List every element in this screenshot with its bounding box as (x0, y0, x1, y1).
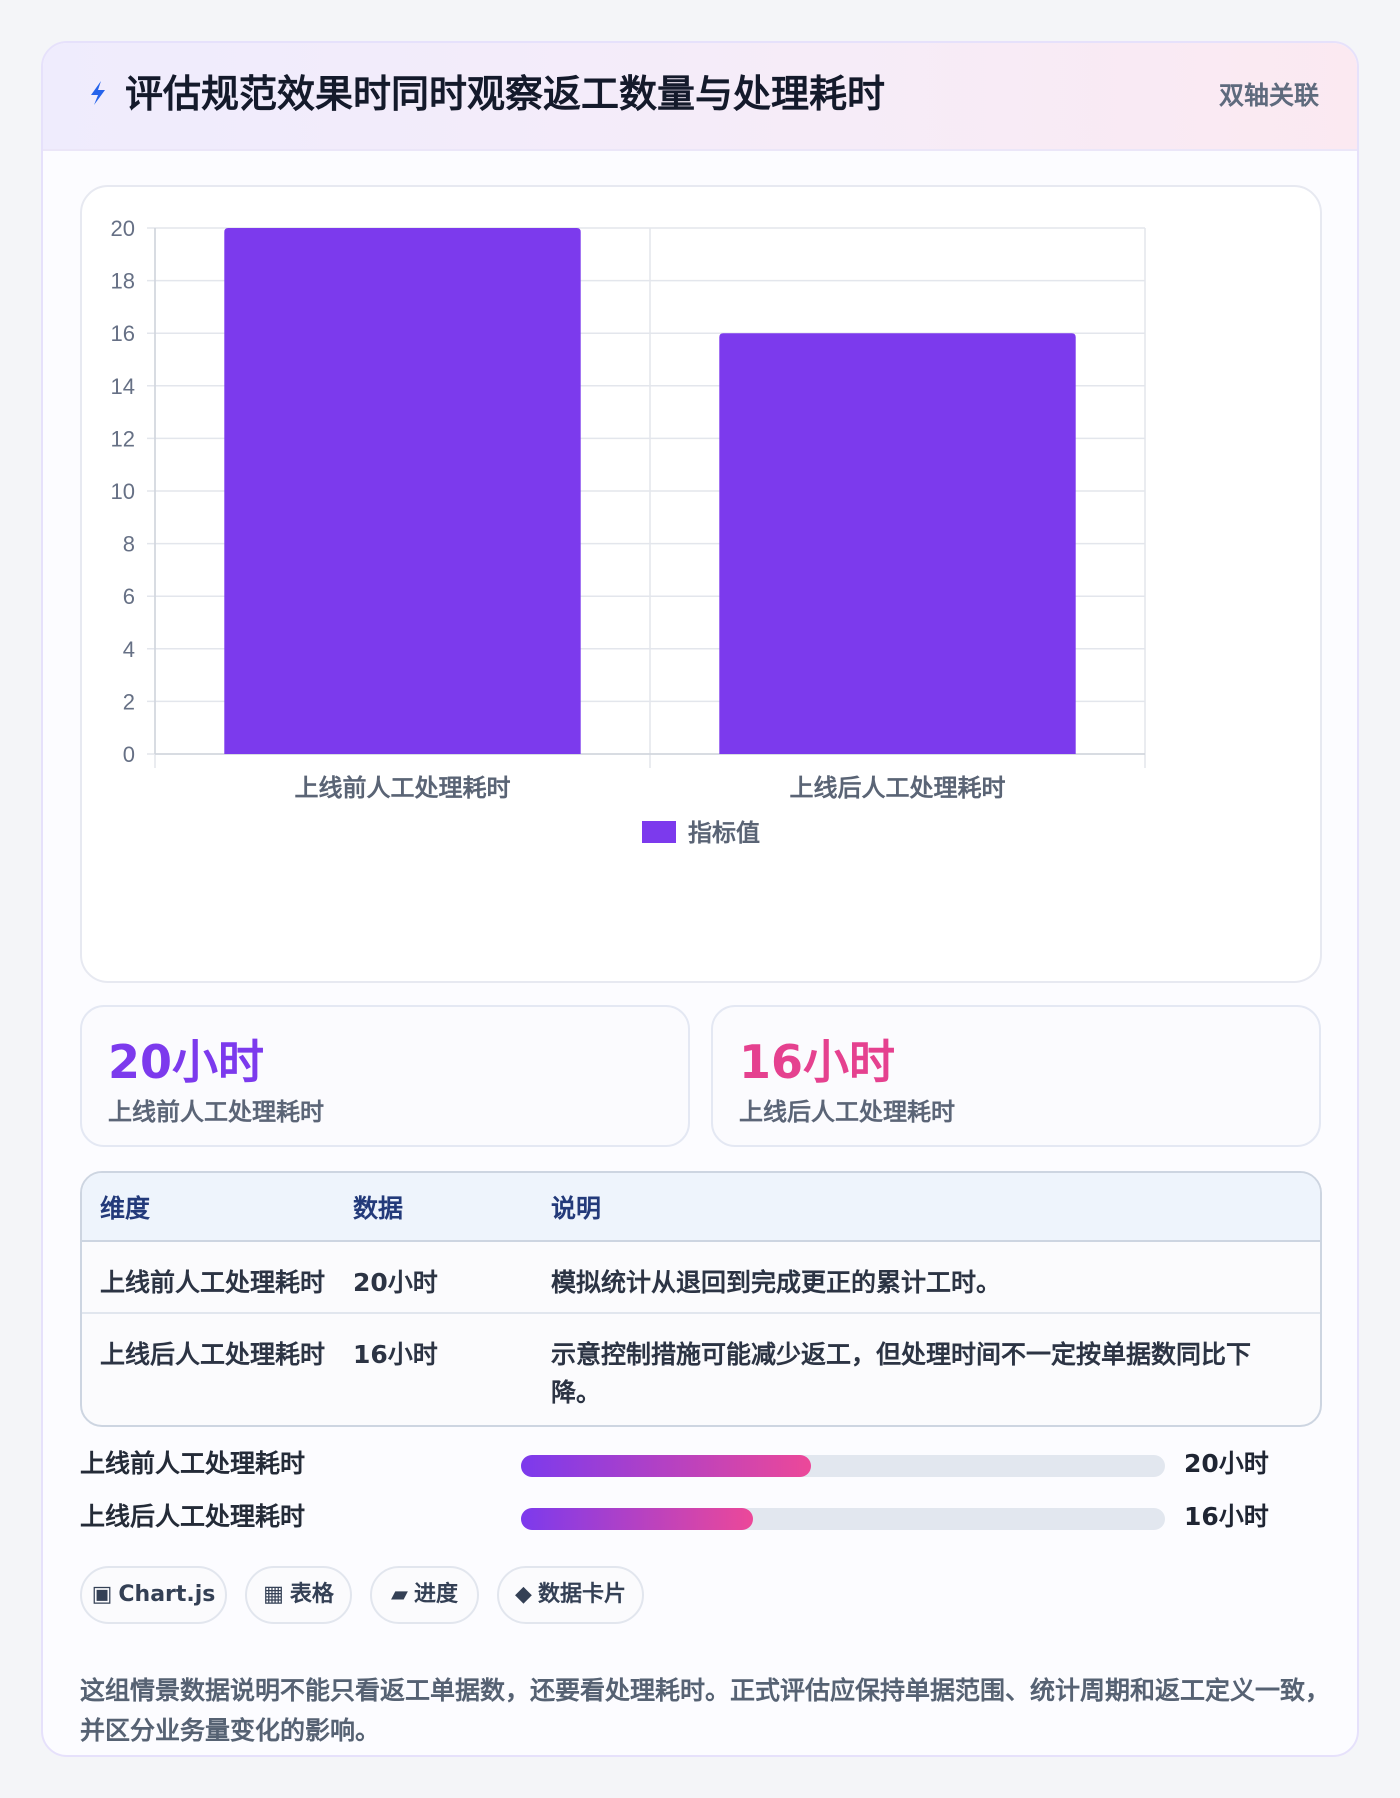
chip-label: 数据卡片 (537, 1582, 626, 1607)
legend-swatch (642, 821, 676, 843)
column-header: 数据 (353, 1173, 551, 1242)
main-card: 评估规范效果时同时观察返工数量与处理耗时 双轴关联 0 2 4 6 8 10 12 14 16 1… (41, 41, 1359, 1757)
table-row: 上线前人工处理耗时 20小时 模拟统计从退回到完成更正的累计工时。 (82, 1241, 1320, 1313)
progress-label: 上线前人工处理耗时 (80, 1449, 306, 1478)
chip-data-card[interactable]: ◆ 数据卡片 (497, 1566, 644, 1624)
progress-value: 20小时 (1184, 1449, 1269, 1478)
y-tick-label: 4 (123, 637, 135, 662)
table-cell: 模拟统计从退回到完成更正的累计工时。 (551, 1268, 1002, 1297)
y-tick-label: 12 (111, 426, 135, 451)
summary-note: 这组情景数据说明不能只看返工单据数，还要看处理耗时。正式评估应保持单据范围、统计… (80, 1676, 1331, 1745)
bar (224, 228, 581, 754)
stat-label: 上线前人工处理耗时 (108, 1098, 324, 1126)
progress-fill (521, 1455, 811, 1477)
stat-value: 16小时 (739, 1035, 896, 1089)
column-header: 维度 (82, 1173, 353, 1242)
progress-row-before: 上线前人工处理耗时 20小时 (80, 1445, 1322, 1485)
table-cell: 16小时 (353, 1340, 438, 1369)
page-title: 评估规范效果时同时观察返工数量与处理耗时 (125, 72, 886, 116)
lightning-icon (91, 81, 105, 105)
table-cell: 上线后人工处理耗时 (100, 1340, 326, 1369)
progress-row-after: 上线后人工处理耗时 16小时 (80, 1498, 1322, 1538)
progress-value: 16小时 (1184, 1502, 1269, 1531)
bar (719, 333, 1076, 754)
bar-chart: 0 2 4 6 8 10 12 14 16 18 20 上线前人工处理耗时 上线后人工处理耗时指标值 (80, 185, 1322, 983)
table-header-row: 维度 数据 说明 (82, 1173, 1320, 1242)
chip-chartjs[interactable]: ▣ Chart.js (80, 1566, 227, 1624)
stat-card-before: 20小时 上线前人工处理耗时 (80, 1005, 690, 1147)
x-tick-label: 上线前人工处理耗时 (295, 774, 511, 802)
data-table: 维度 数据 说明 上线前人工处理耗时 20小时 模拟统计从退回到完成更正的累计工… (80, 1171, 1322, 1427)
y-tick-label: 20 (111, 216, 135, 241)
chip-table[interactable]: ▦ 表格 (245, 1566, 352, 1624)
card-header: 评估规范效果时同时观察返工数量与处理耗时 双轴关联 (43, 43, 1357, 151)
y-tick-label: 10 (111, 479, 135, 504)
progress-track (521, 1455, 1165, 1477)
y-tick-label: 6 (123, 584, 135, 609)
progress-track (521, 1508, 1165, 1530)
chip-label: 表格 (289, 1582, 334, 1607)
chip-progress[interactable]: ▰ 进度 (370, 1566, 479, 1624)
chip-label: Chart.js (118, 1582, 216, 1607)
table-cell: 示意控制措施可能减少返工，但处理时间不一定按单据数同比下降。 (551, 1340, 1252, 1407)
progress-icon: ▰ (391, 1582, 408, 1607)
progress-label: 上线后人工处理耗时 (80, 1502, 306, 1531)
y-tick-label: 2 (123, 689, 135, 714)
table-row: 上线后人工处理耗时 16小时 示意控制措施可能减少返工，但处理时间不一定按单据数… (82, 1313, 1320, 1425)
legend-label: 指标值 (688, 819, 760, 847)
chart-icon: ▣ (91, 1582, 113, 1607)
y-tick-label: 16 (111, 321, 135, 346)
progress-fill (521, 1508, 753, 1530)
stat-value: 20小时 (108, 1035, 265, 1089)
table-icon: ▦ (263, 1582, 284, 1607)
y-tick-label: 14 (111, 374, 135, 399)
table-cell: 20小时 (353, 1268, 438, 1297)
stat-label: 上线后人工处理耗时 (739, 1098, 955, 1126)
y-tick-label: 8 (123, 532, 135, 557)
chip-label: 进度 (413, 1582, 458, 1607)
table-cell: 上线前人工处理耗时 (100, 1268, 326, 1297)
column-header: 说明 (551, 1173, 1320, 1242)
card-icon: ◆ (515, 1582, 532, 1607)
y-tick-label: 0 (123, 742, 135, 767)
dual-axis-badge: 双轴关联 (1218, 81, 1319, 110)
y-tick-label: 18 (111, 269, 135, 294)
x-tick-label: 上线后人工处理耗时 (790, 774, 1006, 802)
stat-card-after: 16小时 上线后人工处理耗时 (711, 1005, 1321, 1147)
